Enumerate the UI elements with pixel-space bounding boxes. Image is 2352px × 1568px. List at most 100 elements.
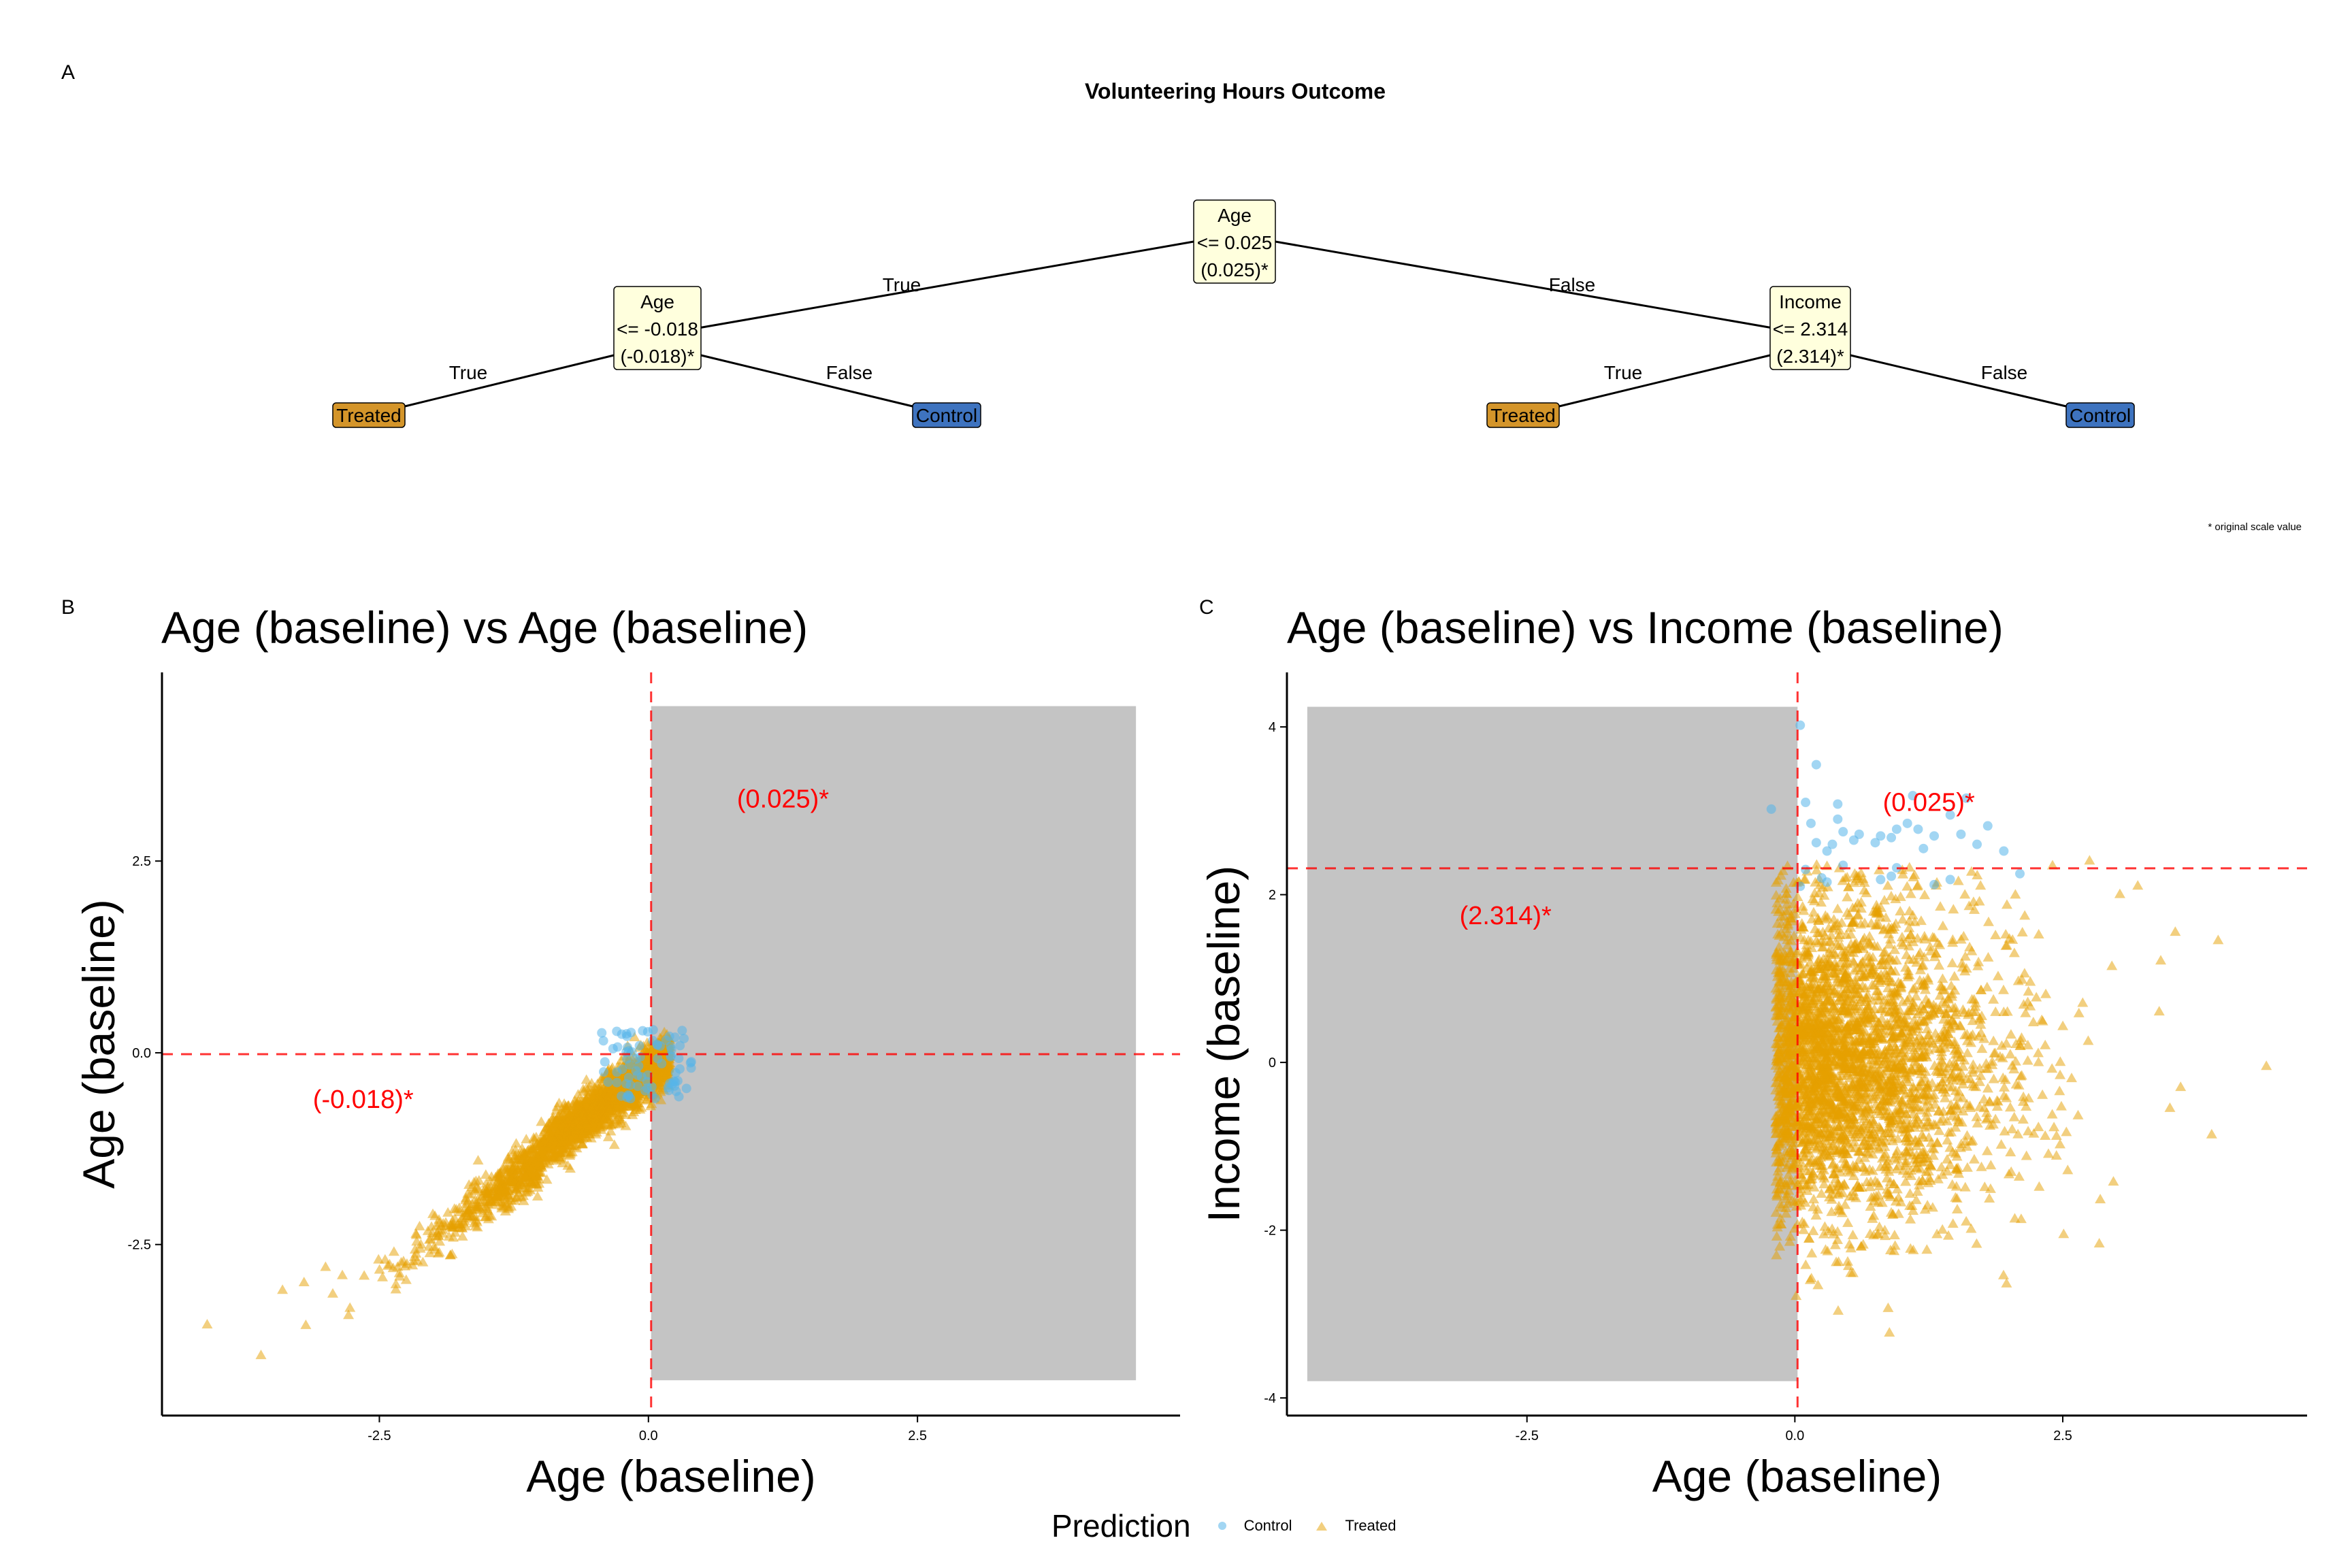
point-treated <box>487 1199 499 1209</box>
point-treated <box>525 1177 536 1188</box>
point-treated <box>1799 1218 1810 1228</box>
tree-node-text: (-0.018)* <box>621 346 695 367</box>
point-treated <box>1904 922 1915 932</box>
point-treated <box>470 1220 481 1230</box>
point-treated <box>1959 1181 1971 1192</box>
point-treated <box>429 1244 440 1254</box>
point-treated <box>1771 1250 1782 1260</box>
tree-node-text: Income <box>1779 291 1842 312</box>
point-treated <box>1936 1162 1947 1172</box>
point-treated <box>1832 917 1844 928</box>
point-treated <box>2018 1091 2029 1101</box>
point-treated <box>604 1088 615 1098</box>
point-treated <box>482 1205 493 1215</box>
point-treated <box>1840 1199 1851 1209</box>
point-treated <box>2055 1100 2067 1111</box>
point-treated <box>320 1261 331 1271</box>
tree-leaf-label: Control <box>916 405 977 426</box>
point-treated <box>392 1261 404 1271</box>
point-treated <box>509 1195 521 1205</box>
point-treated <box>1984 1120 1996 1130</box>
point-treated <box>1950 1122 1961 1132</box>
point-treated <box>491 1192 502 1202</box>
point-treated <box>2114 888 2125 898</box>
point-treated <box>1895 1114 1907 1124</box>
point-treated <box>562 1128 574 1139</box>
tree-edge-label: False <box>1981 362 2027 383</box>
point-treated <box>1847 1267 1859 1277</box>
point-treated <box>1887 1209 1899 1219</box>
point-treated <box>1842 892 1853 902</box>
point-treated <box>201 1319 213 1329</box>
point-treated <box>1849 1132 1861 1142</box>
point-treated <box>1889 1240 1901 1250</box>
point-treated <box>1998 1007 2010 1017</box>
point-treated <box>1842 1217 1854 1227</box>
point-treated <box>589 1094 600 1105</box>
point-treated <box>1905 888 1916 898</box>
tree-leaf-treated <box>332 402 406 428</box>
point-treated <box>1890 1196 1901 1206</box>
point-treated <box>560 1143 572 1153</box>
point-treated <box>1774 1241 1786 1251</box>
point-treated <box>517 1190 529 1200</box>
point-treated <box>2046 860 2058 870</box>
point-treated <box>1878 895 1890 905</box>
point-treated <box>1879 1151 1891 1161</box>
point-control <box>661 1035 671 1045</box>
point-treated <box>551 1101 563 1111</box>
point-treated <box>1884 1191 1896 1201</box>
point-treated <box>1957 1106 1969 1116</box>
point-treated <box>1937 1169 1948 1179</box>
point-treated <box>2016 927 2028 937</box>
tree-edge <box>1275 240 1774 329</box>
tree-node-text: Age <box>640 291 674 312</box>
point-treated <box>434 1217 446 1227</box>
point-treated <box>2051 1149 2062 1160</box>
point-treated <box>1839 1102 1850 1112</box>
point-treated <box>593 1111 604 1121</box>
point-treated <box>414 1243 426 1253</box>
point-treated <box>1906 1164 1917 1175</box>
point-treated <box>603 1100 615 1110</box>
point-treated <box>629 1032 640 1042</box>
point-treated <box>593 1083 604 1094</box>
point-treated <box>1897 914 1908 924</box>
point-treated <box>1904 1088 1916 1098</box>
point-treated <box>1865 1201 1876 1211</box>
point-treated <box>532 1190 543 1200</box>
point-treated <box>1967 1059 1979 1069</box>
point-treated <box>1940 1092 1951 1102</box>
point-treated <box>423 1241 435 1251</box>
point-treated <box>553 1137 565 1147</box>
point-treated <box>2020 1007 2031 1017</box>
point-treated <box>532 1182 544 1192</box>
point-control <box>608 1043 618 1054</box>
point-treated <box>2031 992 2042 1002</box>
point-control <box>621 1029 632 1039</box>
point-treated <box>1976 1161 1987 1171</box>
point-treated <box>523 1161 535 1171</box>
point-treated <box>1982 951 1994 962</box>
plot-b: (0.025)*(-0.018)*-2.5 0.0 2.5-2.50.02.5Age… <box>74 672 1180 1501</box>
point-treated <box>518 1195 529 1205</box>
point-treated <box>536 1116 547 1126</box>
point-treated <box>1804 1274 1816 1284</box>
point-treated <box>1805 936 1816 946</box>
points-layer <box>1766 720 2272 1337</box>
point-treated <box>581 1074 592 1084</box>
point-treated <box>390 1284 402 1294</box>
point-treated <box>521 1133 532 1143</box>
point-control <box>675 1041 685 1051</box>
point-treated <box>570 1118 582 1128</box>
point-treated <box>1876 1197 1888 1207</box>
point-treated <box>581 1094 593 1104</box>
point-treated <box>633 1098 644 1108</box>
point-treated <box>512 1181 524 1191</box>
point-treated <box>277 1284 289 1294</box>
point-treated <box>1831 1256 1842 1267</box>
point-treated <box>1982 916 1994 926</box>
panel-label-b: B <box>61 596 76 619</box>
point-treated <box>1972 870 1983 880</box>
point-treated <box>298 1277 310 1287</box>
